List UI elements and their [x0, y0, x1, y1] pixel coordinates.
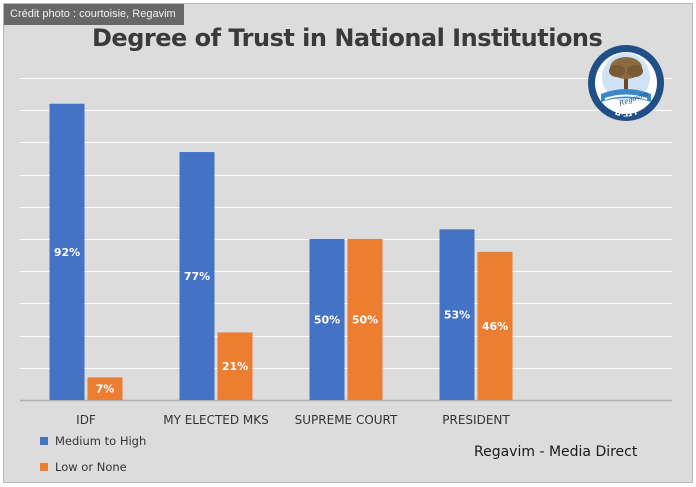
regavim-logo: רגבים Regavim	[588, 45, 664, 121]
data-label-medium-to-high-2: 50%	[314, 314, 340, 327]
bar-low-or-none-0	[87, 377, 123, 400]
legend-label-low-or-none: Low or None	[55, 460, 127, 474]
bar-low-or-none-3	[477, 251, 513, 400]
svg-text:רגבים: רגבים	[613, 108, 638, 120]
bar-low-or-none-1	[217, 332, 253, 400]
category-tick-label-3: PRESIDENT	[442, 413, 510, 427]
gridlines	[20, 78, 672, 402]
bar-chart: 92% 7% 77% 21% 50% 50% 53% 46% IDF MY ELECTED MK…	[20, 78, 672, 427]
chart-frame: 92% 7% 77% 21% 50% 50% 53% 46% IDF MY ELECTED MK…	[3, 3, 693, 483]
data-label-medium-to-high-1: 77%	[184, 270, 210, 283]
bar-medium-to-high-2	[309, 239, 345, 400]
bar-medium-to-high-0	[49, 103, 85, 400]
source-label: Regavim - Media Direct	[474, 444, 638, 460]
data-label-low-or-none-2: 50%	[352, 314, 378, 327]
data-labels: 92% 7% 77% 21% 50% 50% 53% 46%	[54, 246, 508, 396]
category-tick-label-1: MY ELECTED MKS	[163, 413, 269, 427]
data-label-low-or-none-1: 21%	[222, 360, 248, 373]
bar-low-or-none-2	[347, 239, 383, 400]
category-tick-labels: IDF MY ELECTED MKS SUPREME COURT PRESIDENT	[76, 413, 510, 427]
legend-swatch-medium-to-high	[40, 437, 48, 445]
chart-title: Degree of Trust in National Institutions	[92, 24, 603, 52]
legend-item-medium-to-high: Medium to High	[40, 434, 146, 448]
legend-swatch-low-or-none	[40, 463, 48, 471]
data-label-medium-to-high-0: 92%	[54, 246, 80, 259]
photo-credit: Crédit photo : courtoisie, Regavim	[4, 4, 184, 25]
bar-medium-to-high-3	[439, 229, 475, 400]
legend-item-low-or-none: Low or None	[40, 460, 127, 474]
category-tick-label-2: SUPREME COURT	[295, 413, 398, 427]
data-label-medium-to-high-3: 53%	[444, 309, 470, 322]
logo-hebrew-text: רגבים	[613, 108, 638, 120]
data-label-low-or-none-3: 46%	[482, 320, 508, 333]
bars	[49, 103, 513, 400]
category-tick-label-0: IDF	[76, 413, 96, 427]
bar-medium-to-high-1	[179, 152, 215, 400]
data-label-low-or-none-0: 7%	[96, 383, 115, 396]
legend-label-medium-to-high: Medium to High	[55, 434, 147, 448]
